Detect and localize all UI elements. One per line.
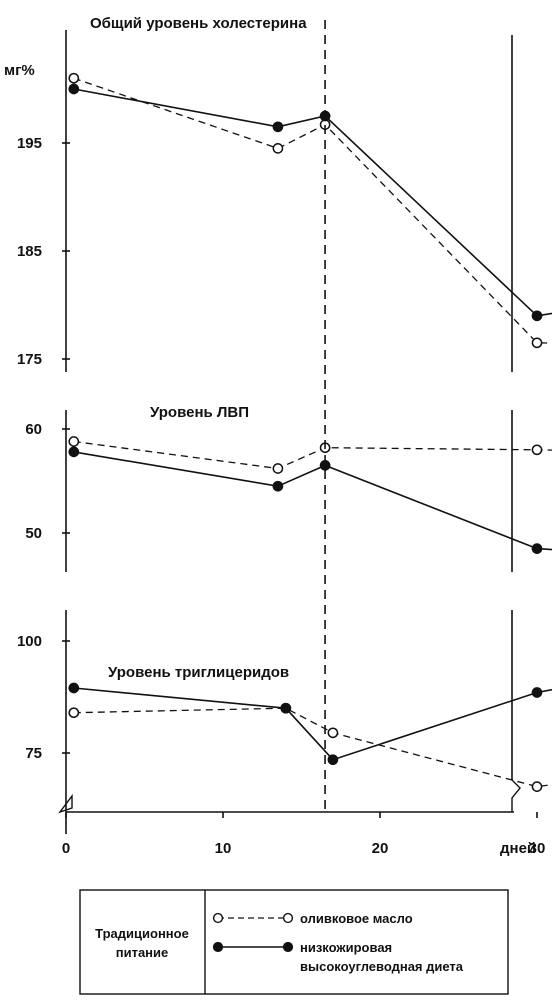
legend-item-label: высокоуглеводная диета (300, 959, 464, 974)
y-tick-label: 50 (25, 525, 42, 542)
axis-break-mark-right (511, 779, 521, 812)
legend-group-label: Традиционное (95, 926, 189, 941)
data-point (68, 707, 80, 719)
data-point (531, 687, 543, 698)
data-point (531, 444, 543, 456)
data-point (531, 337, 543, 349)
data-point (68, 83, 80, 95)
series-olive-oil (68, 702, 552, 792)
y-tick-label: 100 (17, 633, 42, 650)
panel-title: Общий уровень холестерина (90, 15, 307, 32)
x-tick-label: 30 (529, 840, 546, 857)
chart-panel-2: 50 60 Уровень ЛВП (25, 404, 552, 572)
data-point (68, 436, 80, 447)
series-line (73, 88, 552, 317)
data-point (272, 143, 284, 154)
data-point (68, 682, 80, 694)
y-tick-label: 185 (17, 243, 42, 260)
legend-marker (282, 912, 294, 924)
data-point (272, 121, 284, 133)
chart-panel-3: 75 100 Уровень триглицеридов (17, 610, 552, 808)
chart-panel-1: 175 185 195 Общий уровень холестерина мг% (4, 15, 552, 372)
data-point (272, 463, 284, 474)
chart-panels: 175 185 195 Общий уровень холестерина мг% 50 6… (4, 15, 552, 808)
data-point (68, 446, 80, 458)
series-olive-oil (68, 72, 552, 349)
y-axis-label: мг% (4, 62, 35, 79)
y-tick-label: 60 (25, 421, 42, 438)
legend-item-label: оливковое масло (300, 911, 413, 926)
data-point (68, 72, 80, 84)
panel-title: Уровень ЛВП (150, 404, 249, 421)
data-point (531, 543, 543, 554)
data-point (280, 702, 292, 714)
legend-marker (212, 941, 224, 953)
y-tick-label: 175 (17, 351, 42, 368)
legend-group-label: питание (116, 945, 169, 960)
legend-marker (212, 912, 224, 924)
legend-item-label: низкожировая (300, 940, 392, 955)
data-point (272, 480, 284, 492)
data-point (531, 781, 543, 792)
x-axis: 01020304050дней (58, 779, 546, 857)
data-point (327, 754, 339, 766)
data-point (531, 310, 543, 322)
x-axis-label: дней (500, 840, 536, 857)
y-tick-label: 75 (25, 745, 42, 762)
x-tick-label: 0 (62, 840, 70, 857)
legend: Традиционное питание оливковое масло низкож… (79, 889, 509, 995)
panel-title: Уровень триглицеридов (108, 664, 289, 681)
series-low-fat-diet (68, 446, 552, 554)
series-olive-oil (68, 436, 552, 474)
series-low-fat-diet (68, 682, 552, 766)
y-tick-label: 195 (17, 135, 42, 152)
legend-box (79, 889, 509, 995)
legend-marker (282, 941, 294, 953)
series-line (73, 451, 552, 551)
series-line (73, 687, 552, 761)
series-low-fat-diet (68, 83, 552, 322)
x-tick-label: 10 (215, 840, 232, 857)
data-point (327, 727, 339, 739)
x-tick-label: 20 (372, 840, 389, 857)
